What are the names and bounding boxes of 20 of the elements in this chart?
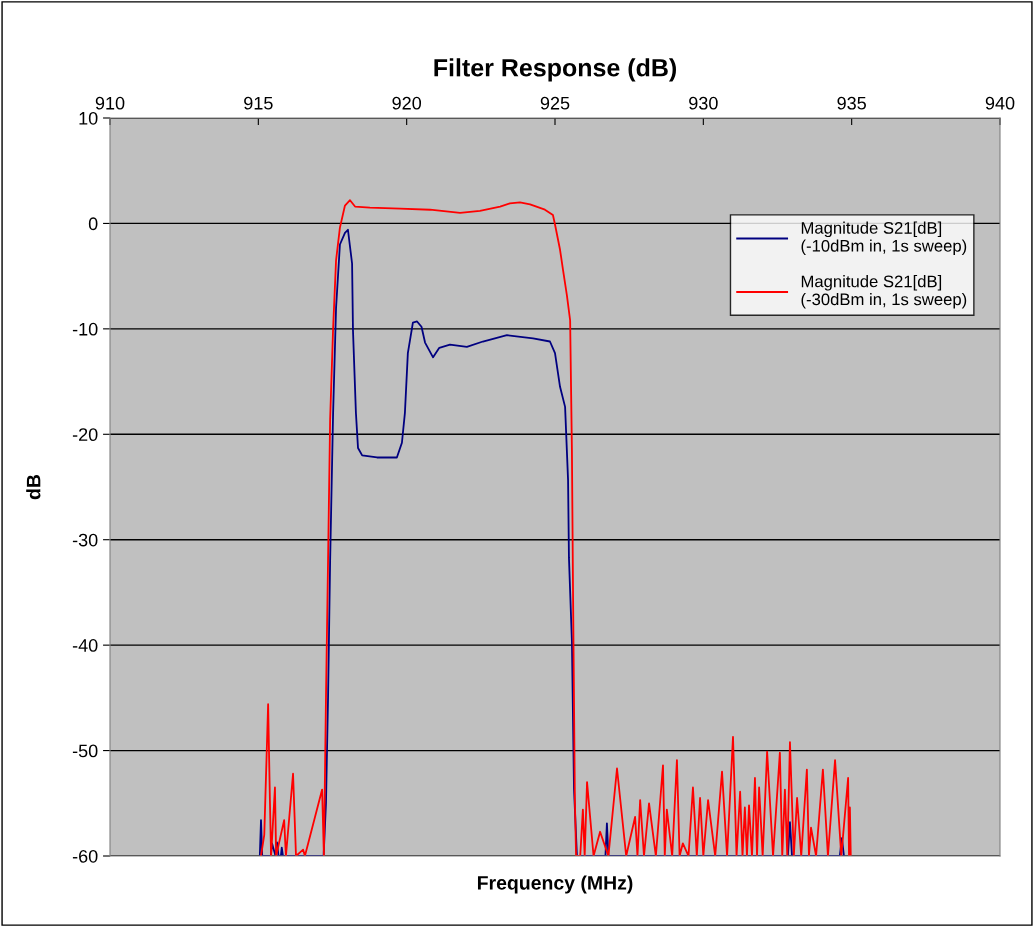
x-tick-label: 940	[985, 96, 1015, 110]
y-tick-label: -40	[72, 639, 98, 652]
y-tick-label: -30	[72, 533, 98, 547]
x-tick-label: 910	[95, 96, 125, 110]
y-tick-label: 10	[79, 111, 98, 125]
y-tick-label: 0	[88, 217, 98, 231]
x-tick-label: 920	[392, 96, 422, 110]
y-tick-label: -60	[72, 849, 98, 863]
y-tick-label: -50	[72, 744, 98, 758]
x-tick-label: 925	[540, 96, 570, 110]
y-tick-label: -20	[72, 428, 98, 442]
legend-label: Magnitude S21[dB] (-10dBm in, 1s sweep)	[801, 221, 967, 256]
y-tick-label: -10	[72, 322, 98, 336]
chart-title: Filter Response (dB)	[434, 58, 676, 82]
legend-label: Magnitude S21[dB] (-30dBm in, 1s sweep)	[801, 275, 967, 309]
x-tick-label: 915	[244, 96, 273, 110]
y-axis-title: dB	[26, 474, 41, 500]
x-tick-label: 930	[689, 96, 718, 110]
x-axis-title: Frequency (MHz)	[477, 875, 633, 894]
x-tick-label: 935	[837, 96, 866, 110]
